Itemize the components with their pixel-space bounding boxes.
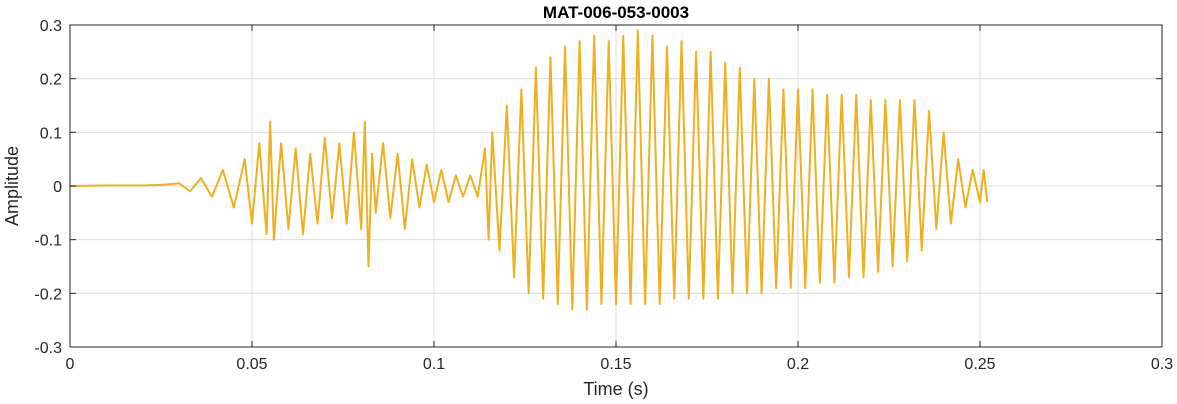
x-tick-label: 0.2 [787,356,809,373]
x-tick-label: 0.05 [236,356,267,373]
x-axis-label: Time (s) [583,379,648,399]
y-tick-label: 0.1 [40,125,62,142]
y-tick-label: 0.3 [40,18,62,35]
y-axis-label: Amplitude [2,146,22,226]
x-ticks: 0 0.05 0.1 0.15 0.2 0.25 0.3 [66,25,1173,373]
y-tick-label: -0.2 [34,286,62,303]
y-tick-label: -0.3 [34,340,62,357]
x-tick-label: 0 [66,356,75,373]
x-tick-label: 0.15 [600,356,631,373]
x-tick-label: 0.1 [423,356,445,373]
y-tick-label: 0.2 [40,72,62,89]
y-ticks: -0.3 -0.2 -0.1 0 0.1 0.2 0.3 [34,18,1162,357]
plot-area [69,29,989,311]
x-tick-label: 0.25 [964,356,995,373]
y-tick-label: 0 [53,179,62,196]
waveform-series-line [69,29,989,311]
y-tick-label: -0.1 [34,233,62,250]
x-tick-label: 0.3 [1151,356,1173,373]
chart-title: MAT-006-053-0003 [543,3,689,22]
